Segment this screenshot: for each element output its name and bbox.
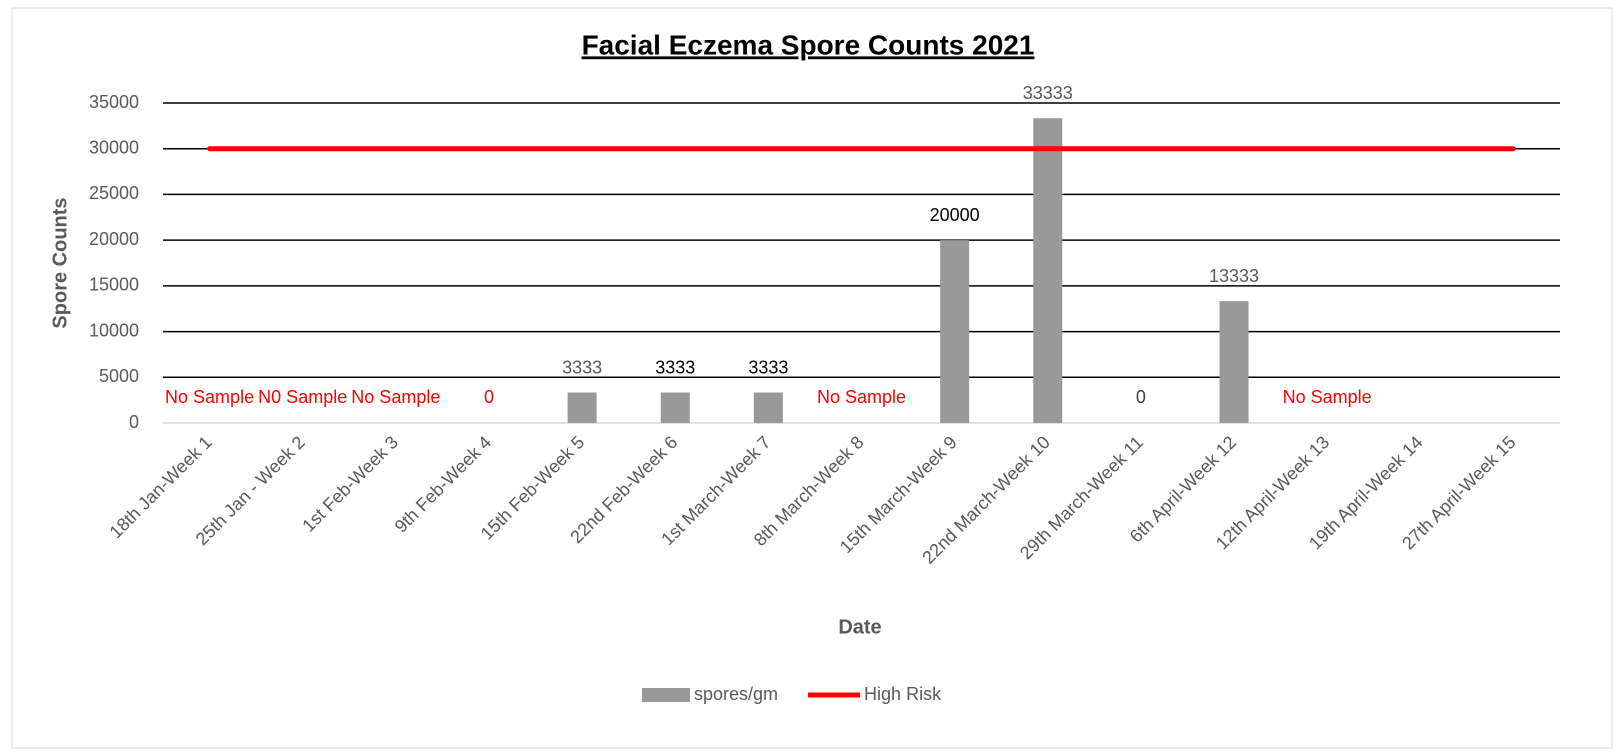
bar: [1033, 118, 1063, 423]
data-label: No Sample: [1283, 387, 1372, 407]
data-label: 0: [1136, 387, 1146, 407]
bar: [567, 392, 597, 423]
data-label: 20000: [930, 205, 980, 225]
data-label: N0 Sample: [258, 387, 347, 407]
y-tick-label: 0: [129, 412, 139, 432]
legend-label: spores/gm: [694, 684, 778, 704]
data-label: 3333: [562, 357, 602, 377]
y-tick-label: 30000: [89, 137, 139, 157]
y-tick-label: 25000: [89, 183, 139, 203]
data-label: 3333: [748, 357, 788, 377]
data-label: 13333: [1209, 266, 1259, 286]
legend-label: High Risk: [864, 684, 942, 704]
data-label: 3333: [655, 357, 695, 377]
y-tick-label: 15000: [89, 275, 139, 295]
bar: [1219, 301, 1249, 423]
bar: [660, 392, 690, 423]
chart-title: Facial Eczema Spore Counts 2021: [582, 29, 1035, 60]
data-label: 0: [484, 387, 494, 407]
legend-swatch: [642, 688, 690, 702]
y-axis-title: Spore Counts: [49, 197, 71, 328]
y-tick-label: 35000: [89, 92, 139, 112]
bar: [753, 392, 783, 423]
y-tick-label: 5000: [99, 366, 139, 386]
data-label: No Sample: [817, 387, 906, 407]
bar: [940, 240, 970, 423]
data-label: No Sample: [351, 387, 440, 407]
data-label: No Sample: [165, 387, 254, 407]
y-tick-label: 10000: [89, 320, 139, 340]
x-axis-title: Date: [838, 616, 881, 638]
data-label: 33333: [1023, 83, 1073, 103]
y-tick-label: 20000: [89, 229, 139, 249]
